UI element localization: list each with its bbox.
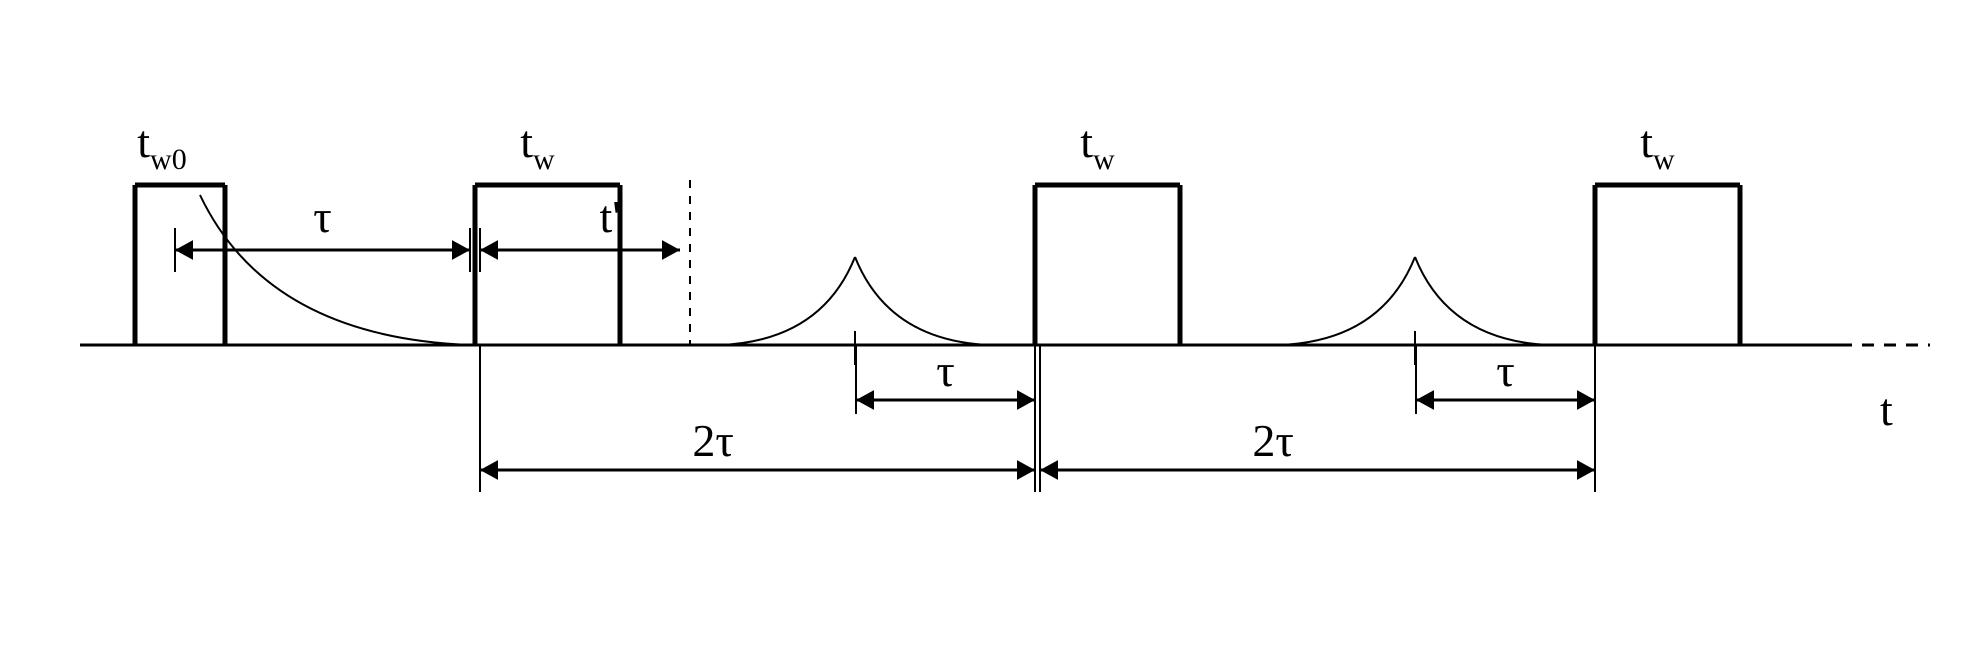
svg-text:t': t' (599, 191, 620, 242)
svg-text:tw: tw (1080, 116, 1115, 176)
svg-text:τ: τ (1496, 345, 1515, 396)
svg-text:tw0: tw0 (137, 116, 186, 176)
svg-text:2τ: 2τ (1252, 415, 1294, 466)
svg-text:t: t (1880, 384, 1893, 435)
pulse-sequence-diagram: t tw0 tw tw tw τ t' 2τ τ 2τ τ (0, 0, 1986, 647)
svg-text:2τ: 2τ (692, 415, 734, 466)
svg-text:τ: τ (936, 345, 955, 396)
svg-text:tw: tw (1640, 116, 1675, 176)
svg-text:tw: tw (520, 116, 555, 176)
svg-text:τ: τ (313, 191, 332, 242)
